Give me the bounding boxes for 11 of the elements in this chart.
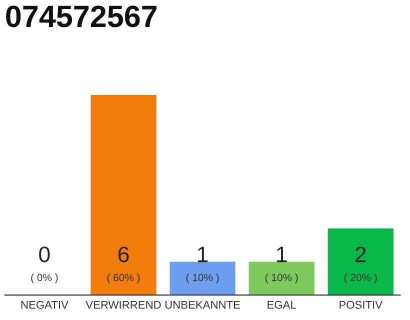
data-label: 1 ( 10% )	[265, 246, 298, 284]
chart-title: 074572567	[6, 6, 157, 28]
x-tick-label: POSITIV	[340, 300, 383, 309]
data-label: 6 ( 60% )	[107, 246, 140, 284]
data-label: 0 ( 0% )	[31, 246, 58, 284]
x-tick-label: EGAL	[268, 300, 296, 309]
data-label: 1 ( 10% )	[186, 246, 219, 284]
x-tick-label: NEGATIV	[21, 300, 68, 309]
data-label: 2 ( 20% )	[344, 246, 377, 284]
x-tick-label: UNBEKANNTE	[165, 301, 240, 309]
x-tick-label: VERWIRREND	[86, 301, 161, 309]
